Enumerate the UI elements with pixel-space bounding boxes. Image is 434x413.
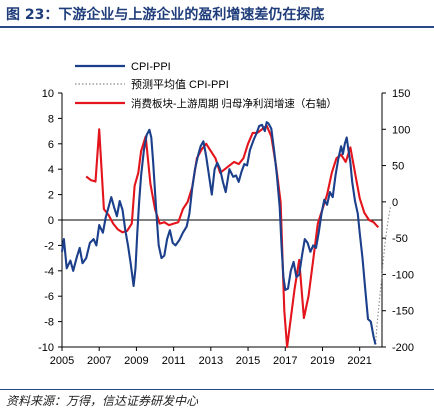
- x-axis-tick-label: 2019: [310, 355, 334, 367]
- left-axis-tick-label: 6: [48, 139, 54, 151]
- left-axis-tick-label: -10: [38, 342, 54, 354]
- x-axis-tick-label: 2011: [162, 355, 186, 367]
- left-axis-tick-label: 2: [48, 190, 54, 202]
- x-axis-tick-label: 2007: [87, 355, 111, 367]
- x-axis-tick-label: 2005: [50, 355, 74, 367]
- series-line-cpi-ppi: [60, 121, 377, 345]
- right-axis-tick-label: -50: [392, 233, 408, 245]
- x-axis-tick-label: 2021: [347, 355, 371, 367]
- right-axis-tick-label: 0: [392, 197, 398, 209]
- right-axis-tick-label: 100: [392, 124, 410, 136]
- source-divider: [0, 389, 434, 390]
- figure-source: 资料来源：万得，信达证券研发中心: [6, 394, 199, 408]
- series-line-consumer-minus-upstream: [85, 124, 380, 349]
- figure-title: 图 23：下游企业与上游企业的盈利增速差仍在探底: [6, 7, 325, 23]
- left-axis-tick-label: 10: [42, 88, 54, 100]
- right-axis-tick-label: -100: [392, 269, 414, 281]
- right-axis-tick-label: 50: [392, 161, 404, 173]
- left-axis-tick-label: -4: [44, 266, 54, 278]
- x-axis-tick-label: 2015: [236, 355, 260, 367]
- title-divider: [0, 26, 434, 28]
- legend: CPI-PPI 预测平均值 CPI-PPI 消费板块-上游周期 归母净利润增速（…: [75, 61, 337, 110]
- x-axis-tick-label: 2017: [273, 355, 297, 367]
- x-axis-tick-label: 2013: [199, 355, 223, 367]
- legend-label-cpi-ppi: CPI-PPI: [131, 61, 171, 73]
- right-axis-tick-label: -150: [392, 306, 414, 318]
- left-axis-tick-label: -6: [44, 291, 54, 303]
- legend-label-consumer: 消费板块-上游周期 归母净利润增速（右轴）: [131, 97, 337, 110]
- x-axis-tick-label: 2009: [124, 355, 148, 367]
- left-axis-tick-label: 4: [48, 164, 54, 176]
- legend-label-forecast: 预测平均值 CPI-PPI: [131, 78, 229, 91]
- left-axis-tick-label: -8: [44, 317, 54, 329]
- right-axis-tick-label: -200: [392, 342, 414, 354]
- left-axis-tick-label: 0: [48, 215, 54, 227]
- left-axis-tick-label: -2: [44, 240, 54, 252]
- left-axis-tick-label: 8: [48, 113, 54, 125]
- series-line-cpi-ppi-forecast: [374, 207, 391, 345]
- right-axis-tick-label: 150: [392, 88, 410, 100]
